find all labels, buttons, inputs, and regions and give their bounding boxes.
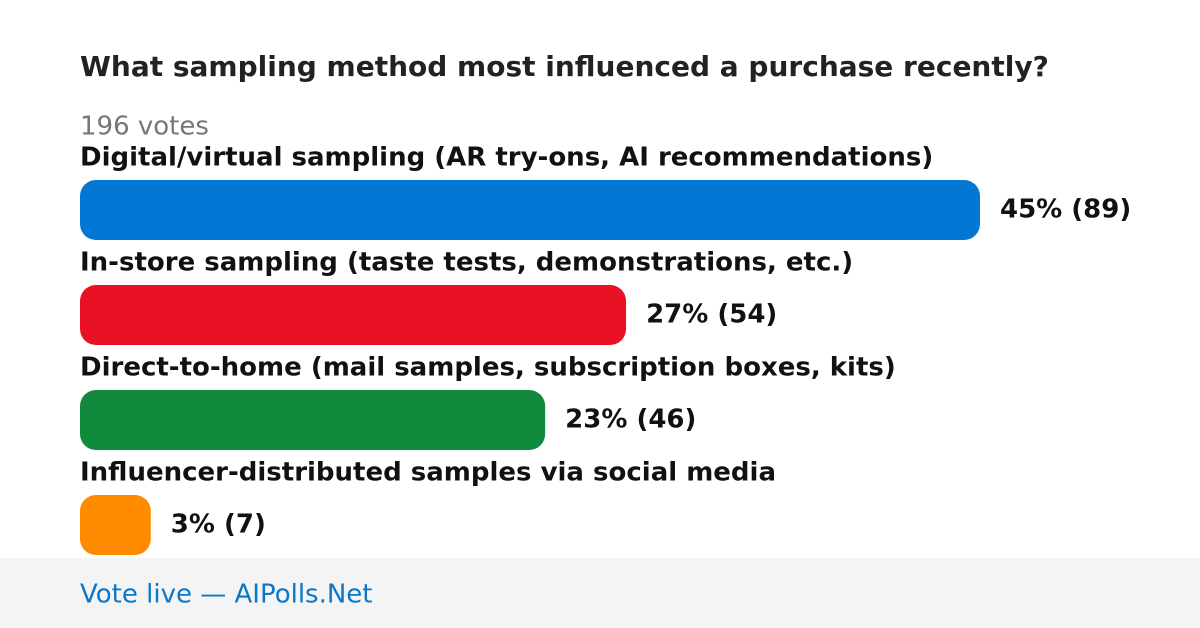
value-label: 3% (7) bbox=[171, 510, 266, 540]
bar bbox=[80, 495, 151, 555]
bar bbox=[80, 180, 980, 240]
footer-link[interactable]: Vote live — AIPolls.Net bbox=[80, 580, 373, 610]
option-label: Digital/virtual sampling (AR try-ons, AI… bbox=[80, 143, 933, 173]
footer-band bbox=[0, 558, 1200, 628]
option-label: Influencer-distributed samples via socia… bbox=[80, 458, 776, 488]
value-label: 23% (46) bbox=[565, 405, 696, 435]
value-label: 45% (89) bbox=[1000, 195, 1131, 225]
bar bbox=[80, 390, 546, 450]
option-label: Direct-to-home (mail samples, subscripti… bbox=[80, 353, 896, 383]
value-label: 27% (54) bbox=[646, 300, 777, 330]
poll-title: What sampling method most influenced a p… bbox=[80, 50, 1049, 83]
bar bbox=[80, 285, 627, 345]
vote-count: 196 votes bbox=[80, 112, 209, 142]
option-label: In-store sampling (taste tests, demonstr… bbox=[80, 248, 853, 278]
